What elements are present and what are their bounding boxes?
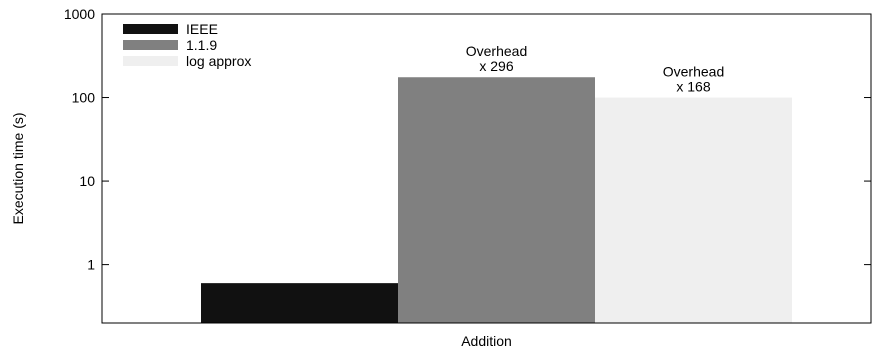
plot-frame [101, 13, 872, 324]
y-tick-label: 100 [72, 90, 96, 106]
legend-label: IEEE [186, 21, 218, 37]
annotation-text: Overhead [663, 64, 724, 80]
bar-ieee [201, 283, 398, 323]
y-axis: 1 10 100 1000 [64, 6, 871, 273]
bar-log-approx [595, 97, 792, 323]
x-axis-label: Addition [461, 333, 512, 349]
legend-label: 1.1.9 [186, 37, 217, 53]
y-tick-label: 10 [79, 173, 95, 189]
y-axis-label: Execution time (s) [10, 112, 26, 224]
annotation-text: x 296 [479, 58, 513, 74]
legend-swatch [123, 40, 178, 50]
legend-swatch [123, 24, 178, 34]
y-tick-label: 1000 [64, 6, 95, 22]
annotation-text: x 168 [676, 79, 710, 95]
y-tick-label: 1 [87, 257, 95, 273]
legend-label: log approx [186, 53, 251, 69]
annotation-text: Overhead [466, 43, 527, 59]
bar-1-1-9 [398, 77, 595, 323]
bars-group [201, 77, 792, 323]
legend-swatch [123, 56, 178, 66]
